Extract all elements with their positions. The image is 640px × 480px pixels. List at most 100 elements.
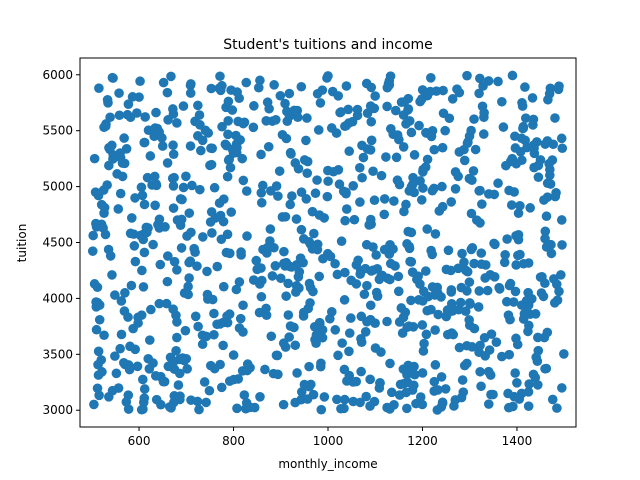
data-point xyxy=(446,298,457,309)
x-axis-label: monthly_income xyxy=(278,457,377,471)
data-point xyxy=(399,206,409,217)
data-point xyxy=(417,320,428,330)
data-point xyxy=(422,154,433,165)
data-point xyxy=(223,96,234,107)
data-point xyxy=(171,346,181,356)
data-point xyxy=(102,94,113,105)
data-point xyxy=(430,325,440,335)
data-point xyxy=(366,82,377,93)
data-point xyxy=(286,149,296,159)
data-point xyxy=(155,259,166,270)
data-point xyxy=(263,141,274,152)
data-point xyxy=(239,390,250,400)
data-point xyxy=(120,288,130,298)
data-point xyxy=(365,101,376,111)
data-point xyxy=(205,217,216,227)
data-point xyxy=(360,327,371,337)
data-point xyxy=(225,162,236,173)
data-point xyxy=(464,173,475,184)
data-point xyxy=(358,152,369,163)
data-point xyxy=(278,338,289,349)
data-point xyxy=(389,400,399,410)
data-point xyxy=(267,271,278,281)
data-point xyxy=(344,146,355,157)
data-point xyxy=(404,321,414,331)
data-point xyxy=(302,168,313,178)
data-point xyxy=(354,162,365,173)
data-point xyxy=(501,160,511,171)
data-point xyxy=(157,141,168,151)
data-point xyxy=(511,260,521,270)
data-point xyxy=(506,200,517,210)
data-point xyxy=(552,295,563,305)
data-point xyxy=(536,288,547,298)
data-point xyxy=(168,104,178,114)
data-point xyxy=(365,145,376,155)
x-tick-label: 600 xyxy=(128,434,151,448)
data-point xyxy=(498,122,509,132)
data-point xyxy=(382,82,393,93)
data-point xyxy=(183,289,193,300)
x-tick-label: 1400 xyxy=(502,434,533,448)
data-point xyxy=(251,255,262,266)
data-point xyxy=(417,399,428,410)
data-point xyxy=(391,152,402,163)
points-layer xyxy=(87,70,569,415)
data-point xyxy=(227,105,238,115)
data-point xyxy=(185,256,196,266)
data-point xyxy=(129,241,140,251)
data-point xyxy=(404,243,415,254)
data-point xyxy=(107,270,117,280)
data-point xyxy=(296,224,307,235)
data-point xyxy=(513,250,523,261)
data-point xyxy=(533,160,544,171)
data-point xyxy=(426,73,436,83)
data-point xyxy=(103,244,114,255)
data-point xyxy=(362,316,372,327)
data-point xyxy=(301,194,312,204)
data-point xyxy=(467,243,478,253)
data-point xyxy=(262,97,273,108)
data-point xyxy=(302,113,312,123)
data-point xyxy=(437,181,447,192)
data-point xyxy=(94,83,104,93)
data-point xyxy=(228,374,239,385)
data-point xyxy=(311,338,321,348)
data-point xyxy=(366,266,377,276)
data-point xyxy=(368,166,378,177)
data-point xyxy=(466,208,477,219)
data-point xyxy=(430,290,440,300)
data-point xyxy=(139,384,150,394)
data-point xyxy=(256,149,266,160)
data-point xyxy=(238,175,249,186)
data-point xyxy=(193,321,203,332)
data-point xyxy=(508,297,519,307)
data-point xyxy=(462,70,472,81)
data-point xyxy=(140,112,150,122)
data-point xyxy=(185,141,196,151)
data-point xyxy=(497,96,507,107)
data-point xyxy=(94,314,105,325)
data-point xyxy=(384,249,395,259)
data-point xyxy=(296,387,307,397)
data-point xyxy=(128,323,138,334)
data-point xyxy=(152,123,163,134)
data-point xyxy=(137,265,147,276)
data-point xyxy=(554,81,564,91)
data-point xyxy=(533,332,543,343)
data-point xyxy=(94,390,104,401)
data-point xyxy=(273,369,283,380)
data-point xyxy=(256,197,267,208)
data-point xyxy=(556,215,567,225)
data-point xyxy=(309,321,320,332)
data-point xyxy=(533,172,544,182)
data-point xyxy=(271,115,281,125)
data-point xyxy=(271,181,282,191)
data-point xyxy=(438,85,448,96)
data-point xyxy=(332,269,343,280)
data-point xyxy=(196,145,206,156)
data-point xyxy=(371,287,382,298)
data-point xyxy=(376,170,387,181)
data-point xyxy=(339,394,350,405)
chart-title: Student's tuitions and income xyxy=(223,37,433,53)
